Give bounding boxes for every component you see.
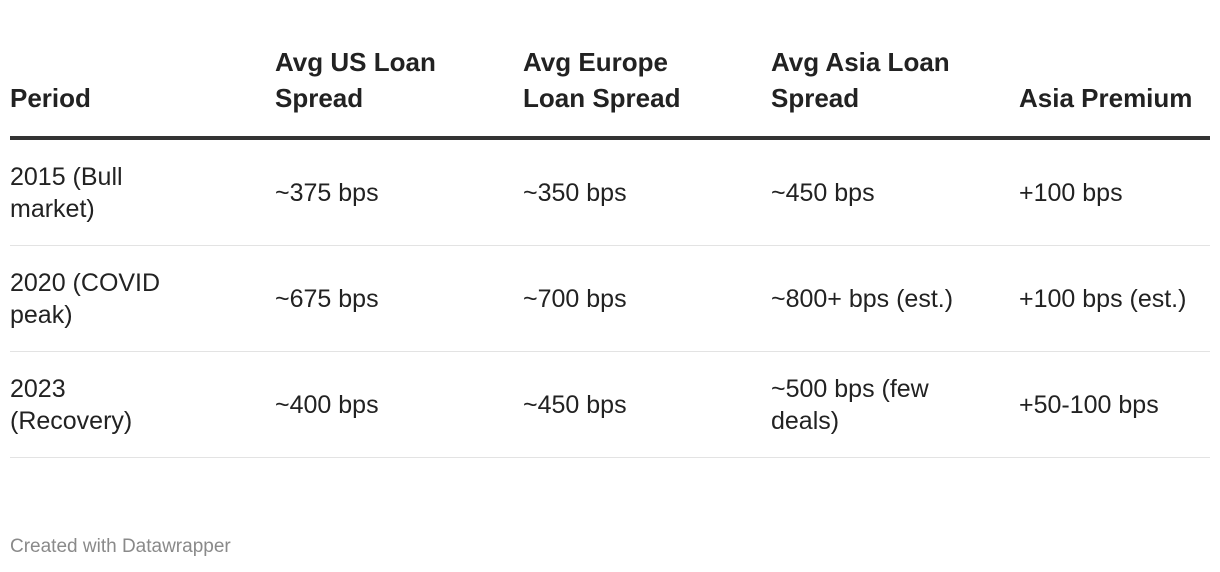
table-cell: ~500 bps (few deals) (771, 351, 1019, 458)
table-row: 2023 (Recovery) ~400 bps ~450 bps ~500 bps … (10, 351, 1210, 458)
table-cell: 2023 (Recovery) (10, 351, 275, 458)
table-cell: ~450 bps (523, 351, 771, 458)
cell-text: 2023 (Recovery) (10, 374, 133, 435)
column-header: Avg Europe Loan Spread (523, 44, 771, 140)
table-cell: 2015 (Bull market) (10, 138, 275, 246)
column-header-text: Avg Asia Loan Spread (771, 47, 950, 113)
cell-text: ~375 bps (275, 178, 379, 207)
column-header-text: Asia Premium (1019, 83, 1193, 113)
table-cell: ~375 bps (275, 138, 523, 246)
table-cell: ~400 bps (275, 351, 523, 458)
cell-text: ~450 bps (771, 178, 875, 207)
table-row: 2015 (Bull market) ~375 bps ~350 bps ~450 b… (10, 138, 1210, 246)
cell-text: ~675 bps (275, 284, 379, 313)
table-cell: ~450 bps (771, 138, 1019, 246)
cell-text: +100 bps (1019, 178, 1123, 207)
cell-text: 2015 (Bull market) (10, 162, 123, 223)
column-header: Period (10, 44, 275, 140)
cell-text: ~700 bps (523, 284, 627, 313)
cell-text: ~800+ bps (est.) (771, 284, 954, 313)
table-cell: +100 bps (1019, 138, 1210, 246)
cell-text: 2020 (COVID peak) (10, 268, 161, 329)
table-body: 2015 (Bull market) ~375 bps ~350 bps ~450 b… (10, 138, 1210, 458)
table-cell: ~675 bps (275, 245, 523, 352)
cell-text: ~350 bps (523, 178, 627, 207)
table-cell: +100 bps (est.) (1019, 245, 1210, 352)
column-header-text: Avg US Loan Spread (275, 47, 436, 113)
cell-text: ~400 bps (275, 390, 379, 419)
column-header-text: Period (10, 83, 91, 113)
cell-text: +100 bps (est.) (1019, 284, 1187, 313)
table-cell: ~350 bps (523, 138, 771, 246)
table-cell: +50-100 bps (1019, 351, 1210, 458)
cell-text: ~500 bps (few deals) (771, 374, 929, 435)
cell-text: +50-100 bps (1019, 390, 1159, 419)
table-cell: ~800+ bps (est.) (771, 245, 1019, 352)
header-row: Period Avg US Loan Spread Avg Europe Loan … (10, 44, 1210, 140)
column-header: Avg Asia Loan Spread (771, 44, 1019, 140)
table-cell: ~700 bps (523, 245, 771, 352)
column-header: Avg US Loan Spread (275, 44, 523, 140)
table-row: 2020 (COVID peak) ~675 bps ~700 bps ~800+ b… (10, 245, 1210, 352)
column-header: Asia Premium (1019, 44, 1210, 140)
data-table: Period Avg US Loan Spread Avg Europe Loan … (10, 44, 1210, 458)
column-header-text: Avg Europe Loan Spread (523, 47, 681, 113)
footer: Created with Datawrapper (10, 536, 231, 557)
cell-text: ~450 bps (523, 390, 627, 419)
table-cell: 2020 (COVID peak) (10, 245, 275, 352)
